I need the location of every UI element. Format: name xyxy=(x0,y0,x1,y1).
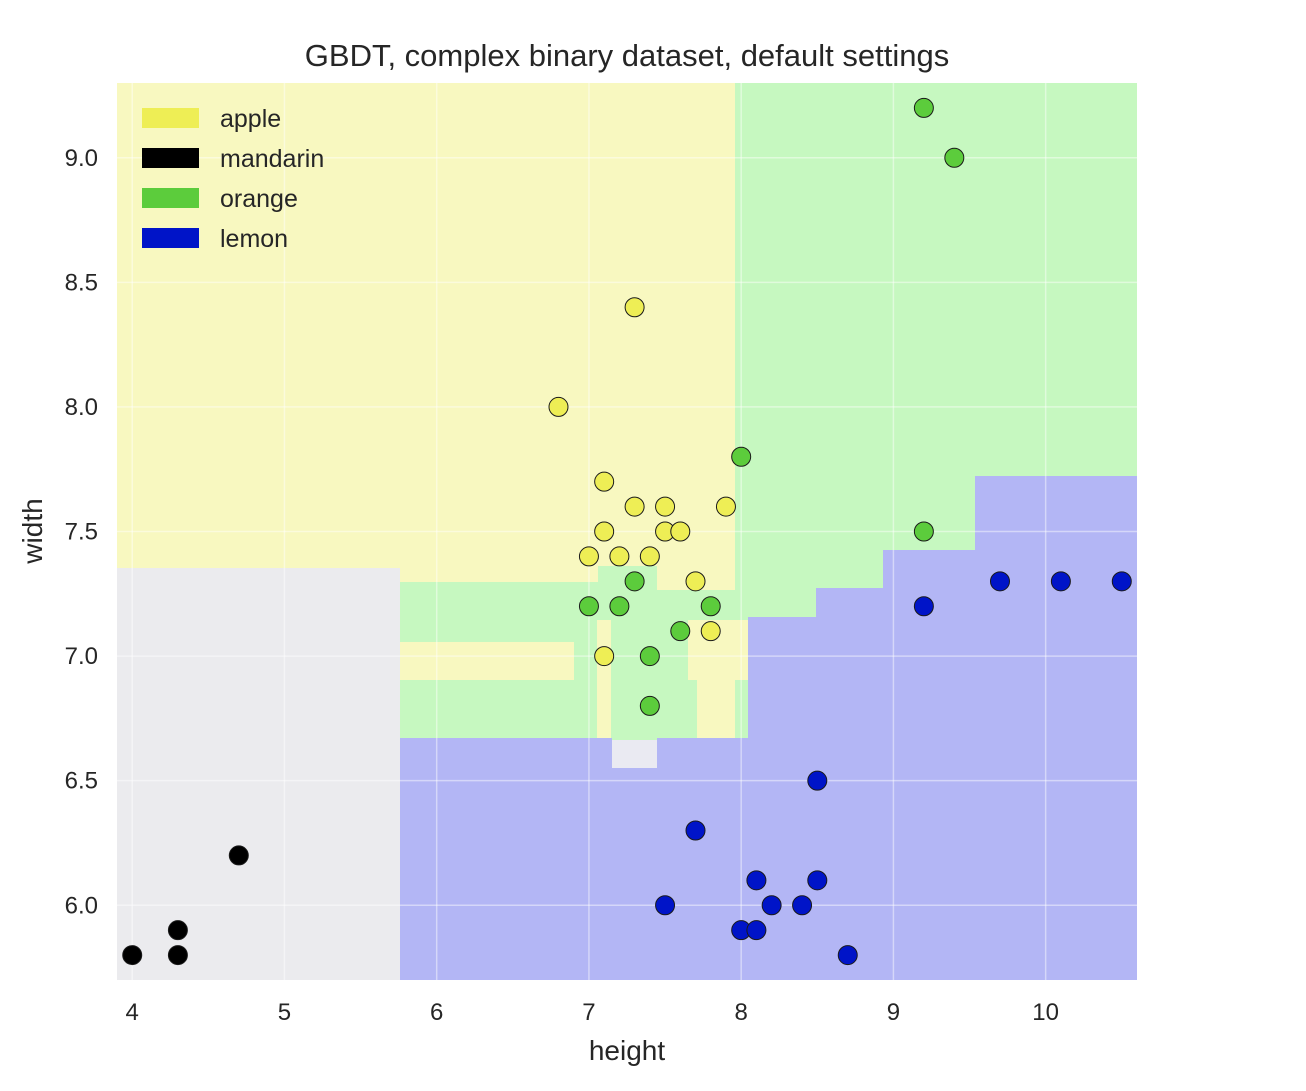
point-orange xyxy=(639,646,660,667)
point-lemon xyxy=(837,945,858,966)
point-apple xyxy=(594,521,615,542)
x-tick-labels: 4 5 6 7 8 9 10 xyxy=(126,999,1059,1026)
chart-title: GBDT, complex binary dataset, default se… xyxy=(305,38,949,73)
point-apple xyxy=(700,621,721,642)
legend-swatch-lemon xyxy=(142,228,199,248)
point-mandarin xyxy=(228,845,249,866)
decision-regions xyxy=(117,83,1137,980)
point-orange xyxy=(639,695,660,716)
legend-label-orange: orange xyxy=(220,185,298,213)
point-lemon xyxy=(807,770,828,791)
point-apple xyxy=(670,521,691,542)
point-lemon xyxy=(761,895,782,916)
legend-label-mandarin: mandarin xyxy=(220,145,324,173)
point-orange xyxy=(624,571,645,592)
legend-swatch-mandarin xyxy=(142,148,199,168)
region-apple-top xyxy=(117,83,735,590)
y-tick-label: 8.5 xyxy=(65,269,98,296)
x-tick-label: 9 xyxy=(887,999,900,1026)
point-apple xyxy=(624,297,645,318)
x-tick-label: 5 xyxy=(278,999,291,1026)
x-axis-label: height xyxy=(589,1035,666,1066)
point-lemon xyxy=(1111,571,1132,592)
x-tick-label: 4 xyxy=(126,999,139,1026)
legend-swatch-orange xyxy=(142,188,199,208)
point-lemon xyxy=(655,895,676,916)
point-apple xyxy=(655,496,676,517)
point-lemon xyxy=(746,920,767,941)
point-apple xyxy=(594,646,615,667)
point-orange xyxy=(913,521,934,542)
point-orange xyxy=(609,596,630,617)
y-tick-labels: 6.0 6.5 7.0 7.5 8.0 8.5 9.0 xyxy=(65,145,98,920)
legend-label-lemon: lemon xyxy=(220,225,288,253)
point-apple xyxy=(548,396,569,417)
region-apple-bar-3 xyxy=(688,620,748,740)
legend: apple mandarin orange lemon xyxy=(142,105,324,253)
point-apple xyxy=(594,471,615,492)
grid-lines xyxy=(117,83,1137,980)
point-orange xyxy=(913,97,934,118)
data-points xyxy=(122,97,1132,966)
point-apple xyxy=(609,546,630,567)
point-apple xyxy=(715,496,736,517)
legend-swatch-apple xyxy=(142,108,199,128)
y-tick-label: 6.0 xyxy=(65,892,98,919)
point-lemon xyxy=(989,571,1010,592)
point-lemon xyxy=(792,895,813,916)
point-lemon xyxy=(746,870,767,891)
point-apple xyxy=(639,546,660,567)
point-lemon xyxy=(807,870,828,891)
region-apple-bar-2 xyxy=(597,620,611,740)
y-tick-label: 9.0 xyxy=(65,145,98,172)
y-tick-label: 8.0 xyxy=(65,394,98,421)
point-lemon xyxy=(913,596,934,617)
point-lemon xyxy=(685,820,706,841)
x-tick-label: 6 xyxy=(430,999,443,1026)
x-tick-label: 7 xyxy=(582,999,595,1026)
point-apple xyxy=(624,496,645,517)
x-tick-label: 8 xyxy=(734,999,747,1026)
legend-label-apple: apple xyxy=(220,105,281,133)
point-orange xyxy=(731,446,752,467)
point-mandarin xyxy=(167,920,188,941)
point-mandarin xyxy=(122,945,143,966)
region-apple-bar-1 xyxy=(400,642,574,680)
point-apple xyxy=(578,546,599,567)
x-tick-label: 10 xyxy=(1032,999,1059,1026)
y-tick-label: 6.5 xyxy=(65,768,98,795)
point-orange xyxy=(944,147,965,168)
point-orange xyxy=(700,596,721,617)
region-mandarin xyxy=(117,568,400,980)
y-axis-label: width xyxy=(17,498,48,564)
y-tick-label: 7.0 xyxy=(65,643,98,670)
point-lemon xyxy=(1050,571,1071,592)
region-lemon xyxy=(400,476,1137,980)
point-mandarin xyxy=(167,945,188,966)
point-orange xyxy=(670,621,691,642)
point-orange xyxy=(578,596,599,617)
y-tick-label: 7.5 xyxy=(65,519,98,546)
point-apple xyxy=(685,571,706,592)
